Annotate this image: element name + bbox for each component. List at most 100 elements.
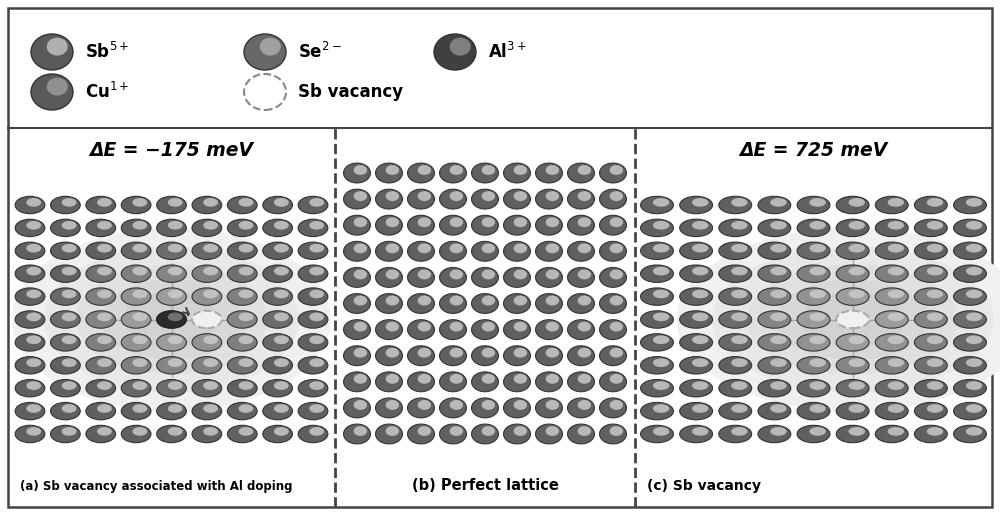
Ellipse shape xyxy=(719,242,752,260)
Ellipse shape xyxy=(239,358,253,367)
Ellipse shape xyxy=(914,219,947,236)
Ellipse shape xyxy=(132,221,147,230)
Ellipse shape xyxy=(408,189,434,209)
Ellipse shape xyxy=(482,348,495,358)
Ellipse shape xyxy=(966,381,982,390)
Ellipse shape xyxy=(641,380,673,397)
Ellipse shape xyxy=(450,269,463,279)
Ellipse shape xyxy=(203,381,218,390)
Ellipse shape xyxy=(914,425,947,443)
Ellipse shape xyxy=(875,425,908,443)
Ellipse shape xyxy=(536,320,562,339)
Ellipse shape xyxy=(600,189,626,209)
Ellipse shape xyxy=(62,358,77,367)
Ellipse shape xyxy=(227,219,257,236)
Ellipse shape xyxy=(62,381,77,390)
Ellipse shape xyxy=(192,356,222,374)
Ellipse shape xyxy=(418,269,431,279)
Ellipse shape xyxy=(227,311,257,328)
Ellipse shape xyxy=(719,334,752,351)
Ellipse shape xyxy=(97,313,112,321)
Ellipse shape xyxy=(309,313,324,321)
Ellipse shape xyxy=(192,334,222,351)
Ellipse shape xyxy=(97,221,112,230)
Ellipse shape xyxy=(731,335,748,344)
Ellipse shape xyxy=(568,242,594,261)
Ellipse shape xyxy=(263,242,292,260)
Ellipse shape xyxy=(809,404,826,413)
Ellipse shape xyxy=(86,425,116,443)
Ellipse shape xyxy=(680,402,713,420)
Ellipse shape xyxy=(440,346,466,366)
Ellipse shape xyxy=(298,356,328,374)
Ellipse shape xyxy=(600,294,626,314)
Ellipse shape xyxy=(47,78,68,96)
Ellipse shape xyxy=(966,427,982,436)
Ellipse shape xyxy=(440,163,466,183)
Ellipse shape xyxy=(309,381,324,390)
Ellipse shape xyxy=(274,335,289,344)
Ellipse shape xyxy=(719,311,752,328)
Ellipse shape xyxy=(51,196,80,214)
Text: (c) Sb vacancy: (c) Sb vacancy xyxy=(647,479,761,493)
Ellipse shape xyxy=(450,374,463,384)
Ellipse shape xyxy=(274,267,289,276)
Ellipse shape xyxy=(770,244,787,252)
Ellipse shape xyxy=(578,374,591,384)
Ellipse shape xyxy=(97,198,112,207)
Ellipse shape xyxy=(610,348,623,358)
Ellipse shape xyxy=(274,381,289,390)
Ellipse shape xyxy=(546,191,559,201)
Ellipse shape xyxy=(514,400,527,410)
Ellipse shape xyxy=(770,358,787,367)
Ellipse shape xyxy=(875,380,908,397)
Ellipse shape xyxy=(849,427,865,436)
Ellipse shape xyxy=(86,356,116,374)
Ellipse shape xyxy=(121,425,151,443)
Ellipse shape xyxy=(344,424,370,444)
Ellipse shape xyxy=(568,294,594,314)
Ellipse shape xyxy=(418,165,431,175)
Ellipse shape xyxy=(536,372,562,392)
Ellipse shape xyxy=(653,221,669,230)
Ellipse shape xyxy=(26,244,41,252)
Ellipse shape xyxy=(954,402,986,420)
Ellipse shape xyxy=(927,313,943,321)
Ellipse shape xyxy=(568,398,594,418)
Ellipse shape xyxy=(227,265,257,282)
Ellipse shape xyxy=(15,265,45,282)
Ellipse shape xyxy=(354,165,367,175)
Ellipse shape xyxy=(966,221,982,230)
Ellipse shape xyxy=(309,335,324,344)
Ellipse shape xyxy=(132,381,147,390)
Ellipse shape xyxy=(927,427,943,436)
Ellipse shape xyxy=(386,217,399,227)
Ellipse shape xyxy=(758,242,791,260)
Ellipse shape xyxy=(797,334,830,351)
Ellipse shape xyxy=(450,296,463,305)
Ellipse shape xyxy=(450,38,471,56)
Ellipse shape xyxy=(747,265,958,374)
Ellipse shape xyxy=(15,402,45,420)
Ellipse shape xyxy=(44,246,299,393)
Ellipse shape xyxy=(376,294,402,314)
Ellipse shape xyxy=(263,356,292,374)
Ellipse shape xyxy=(62,244,77,252)
Ellipse shape xyxy=(888,289,904,298)
Ellipse shape xyxy=(888,335,904,344)
Text: ΔE = 725 meV: ΔE = 725 meV xyxy=(739,141,888,160)
Ellipse shape xyxy=(641,402,673,420)
Ellipse shape xyxy=(770,289,787,298)
Ellipse shape xyxy=(168,335,183,344)
Ellipse shape xyxy=(514,348,527,358)
Ellipse shape xyxy=(849,289,865,298)
Ellipse shape xyxy=(344,189,370,209)
Ellipse shape xyxy=(309,289,324,298)
Ellipse shape xyxy=(309,427,324,436)
Ellipse shape xyxy=(875,402,908,420)
Ellipse shape xyxy=(954,196,986,214)
Ellipse shape xyxy=(86,265,116,282)
Ellipse shape xyxy=(62,313,77,321)
Ellipse shape xyxy=(376,424,402,444)
Ellipse shape xyxy=(927,198,943,207)
